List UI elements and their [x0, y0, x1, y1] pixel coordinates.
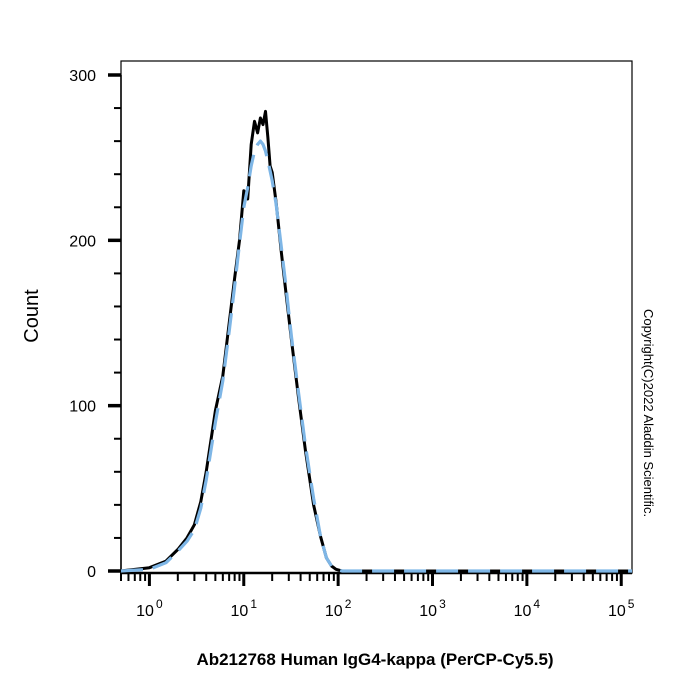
- x-axis: 10 0 10 1 10 2 10 3 10 4 10 5: [120, 571, 635, 620]
- x-tick-label: 10 2: [325, 597, 352, 620]
- series-layer: [120, 109, 632, 573]
- y-tick-label: 0: [87, 564, 96, 581]
- x-axis-label: Ab212768 Human IgG4-kappa (PerCP-Cy5.5): [196, 650, 553, 669]
- y-axis-label: Count: [21, 289, 43, 343]
- copyright-notice: Copyright(C)2022 Aladdin Scientific.: [641, 309, 656, 517]
- y-tick-label: 300: [69, 68, 96, 85]
- x-tick-label: 10 4: [514, 597, 541, 620]
- x-tick-label: 10 5: [608, 597, 635, 620]
- histogram-dashed-series: [120, 139, 632, 573]
- y-tick-label: 200: [69, 233, 96, 250]
- x-tick-label: 10 1: [231, 597, 258, 620]
- y-tick-label: 100: [69, 399, 96, 416]
- y-axis: 0 100 200 300: [69, 68, 122, 581]
- plot-frame: [120, 60, 633, 574]
- x-tick-label: 10 3: [419, 597, 446, 620]
- histogram-solid-series: [120, 109, 632, 573]
- x-tick-label: 10 0: [136, 597, 163, 620]
